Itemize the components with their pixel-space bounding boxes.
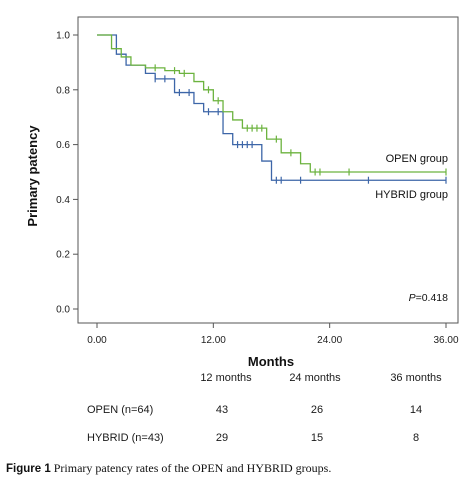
risk-row-open-12: 43 [215,404,229,416]
risk-header-24: 24 months [289,372,341,384]
x-tick-label: 0.00 [87,335,107,346]
p-value-italic: P [409,292,416,304]
series-line [97,34,446,173]
risk-row-open-24: 26 [310,404,324,416]
y-tick-label: 1.0 [56,31,70,42]
y-tick-label: 0.4 [56,195,70,206]
p-value-annotation: P=0.418 [409,292,449,304]
x-axis-label: Months [248,354,294,369]
risk-row-open-label: OPEN (n=64) [87,404,154,416]
risk-header-36: 36 months [390,372,442,384]
legend-hybrid-group: HYBRID group [375,189,448,201]
legend-open-group: OPEN group [386,153,448,165]
y-tick-label: 0.0 [56,305,70,316]
figure-number: Figure 1 [6,463,51,475]
risk-header-12: 12 months [200,372,252,384]
km-chart: 0.0 0.2 0.4 0.6 0.8 1.0 0.00 12.00 24.00 36.00 Pr… [25,16,459,369]
y-tick-label: 0.6 [56,140,70,151]
plot-frame [77,16,459,324]
series-line [97,34,446,181]
series-1 [97,34,447,184]
y-axis-label: Primary patency [25,125,40,227]
p-value-rest: =0.418 [416,292,449,304]
risk-row-hybrid-24: 15 [310,432,324,444]
axes: 0.0 0.2 0.4 0.6 0.8 1.0 0.00 12.00 24.00 36.00 [56,16,459,346]
risk-row-hybrid-12: 29 [215,432,229,444]
x-tick-label: 36.00 [433,335,458,346]
series-0 [97,34,447,176]
figure-caption-text: Primary patency rates of the OPEN and HY… [53,461,332,475]
x-tick-label: 24.00 [317,335,342,346]
y-tick-label: 0.2 [56,250,70,261]
y-tick-label: 0.8 [56,85,70,96]
risk-row-open-36: 14 [409,404,423,416]
x-tick-label: 12.00 [201,335,226,346]
figure-caption: Figure 1 Primary patency rates of the OP… [6,461,331,476]
risk-row-hybrid-36: 8 [412,432,420,444]
risk-row-hybrid-label: HYBRID (n=43) [87,432,164,444]
series-layer [97,34,447,184]
